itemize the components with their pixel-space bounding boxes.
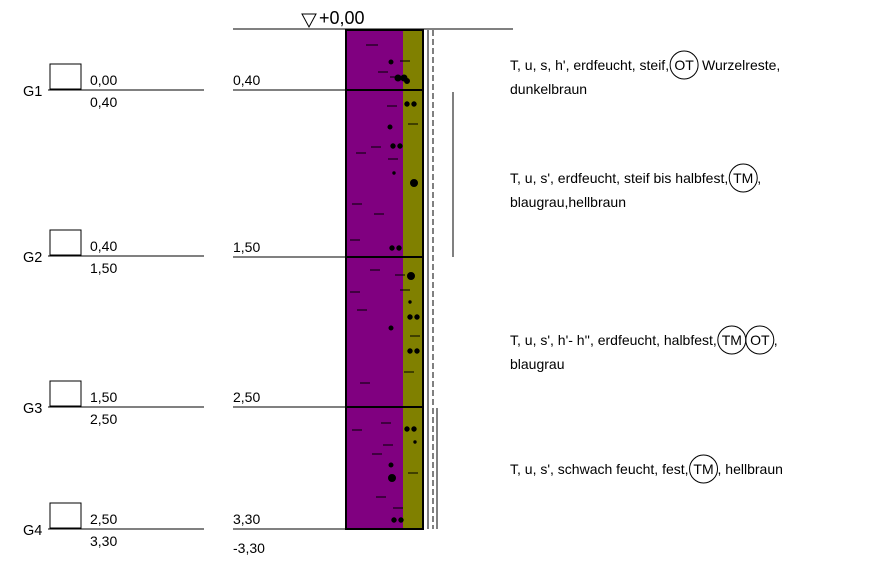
layer-description-text: T, u, s, h', erdfeucht, steif, (510, 57, 669, 73)
soil-group-circle (669, 50, 699, 80)
soil-group-circle (745, 325, 775, 355)
layer-description-1: T, u, s, h', erdfeucht, steif, OT Wurzelr… (510, 50, 780, 80)
soil-group-code: TM (693, 461, 713, 477)
soil-group-code: TM (722, 332, 742, 348)
layer-description-line2: blaugrau (510, 356, 565, 372)
layer-description-text: T, u, s', schwach feucht, fest, (510, 461, 689, 477)
sample-label: G4 (23, 523, 42, 539)
sample-g1: G1 0,00 0,40 (23, 63, 204, 110)
layer-depth: 3,30 (233, 511, 260, 527)
layer-description-text: T, u, s', erdfeucht, steif bis halbfest, (510, 170, 728, 186)
sample-box (49, 380, 82, 407)
sample-bottom-depth: 0,40 (90, 94, 117, 110)
sample-g3: G3 1,50 2,50 (23, 380, 204, 427)
layer-description-text: , (757, 170, 761, 186)
layer-description-text: T, u, s', h'- h'', erdfeucht, halbfest, (510, 332, 717, 348)
sample-bottom-depth: 1,50 (90, 260, 117, 276)
sample-top-depth: 1,50 (90, 389, 117, 405)
layer-depth-markers: 0,40 1,50 2,50 3,30 -3,30 (233, 72, 346, 556)
layer-depth: 1,50 (233, 239, 260, 255)
soil-group-code: OT (674, 57, 694, 73)
layer-description-4: T, u, s', schwach feucht, fest, TM , hellb… (510, 454, 783, 484)
sample-g2: G2 0,40 1,50 (23, 229, 204, 276)
sample-label: G1 (23, 84, 42, 100)
layer-description-2: T, u, s', erdfeucht, steif bis halbfest,… (510, 163, 761, 193)
sample-bottom-depth: 2,50 (90, 411, 117, 427)
layer-depth: 2,50 (233, 389, 260, 405)
layer-description-3: T, u, s', h'- h'', erdfeucht, halbfest, T… (510, 325, 778, 355)
sample-g4: G4 2,50 3,30 (23, 502, 204, 549)
soil-group-code: OT (750, 332, 770, 348)
sample-box (49, 229, 82, 256)
soil-group-circle (728, 163, 758, 193)
sample-label: G2 (23, 250, 42, 266)
layer-description-line2: blaugrau,hellbraun (510, 194, 626, 210)
bottom-level: -3,30 (233, 540, 265, 556)
layer-descriptions: T, u, s, h', erdfeucht, steif, OT Wurzelr… (510, 50, 783, 484)
layer-description-text: , hellbraun (718, 461, 783, 477)
sample-box (49, 502, 82, 529)
soil-group-circle (689, 454, 719, 484)
sample-label: G3 (23, 401, 42, 417)
column-border (345, 29, 424, 530)
datum-triangle-icon (301, 13, 317, 29)
silt-column (403, 30, 423, 529)
sample-top-depth: 2,50 (90, 511, 117, 527)
layer-description-text: , (774, 332, 778, 348)
sample-top-depth: 0,00 (90, 72, 117, 88)
datum-label: +0,00 (319, 8, 365, 28)
layer-description-text: Wurzelreste, (698, 57, 780, 73)
soil-group-code: TM (733, 170, 753, 186)
layer-depth: 0,40 (233, 72, 260, 88)
sample-bottom-depth: 3,30 (90, 533, 117, 549)
sample-top-depth: 0,40 (90, 238, 117, 254)
layer-description-line2: dunkelbraun (510, 81, 587, 97)
sample-box (49, 63, 82, 90)
clay-column (346, 30, 403, 529)
column-texture (350, 44, 420, 523)
